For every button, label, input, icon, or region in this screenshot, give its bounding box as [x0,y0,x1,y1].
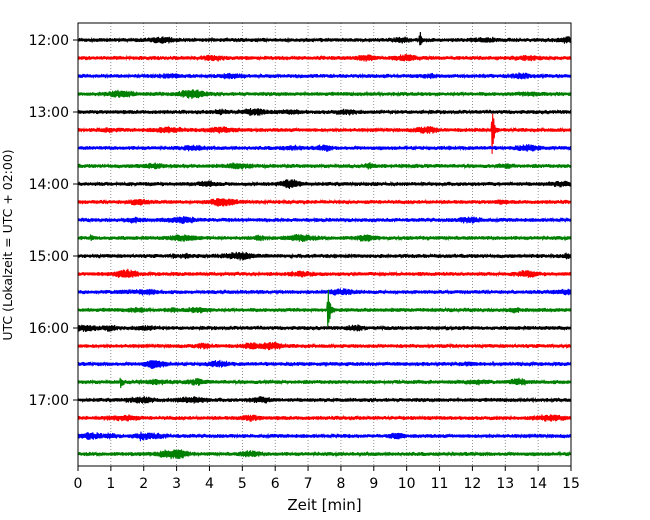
trace-1630 [77,359,572,369]
trace-1700 [77,396,572,404]
trace-1415 [77,198,572,207]
x-tick-label: 13 [496,476,514,492]
grid-lines [110,23,539,466]
trace-1545 [77,289,572,329]
trace-1600 [77,324,572,332]
x-tick-label: 5 [238,476,247,492]
y-tick-label: 14:00 [29,177,69,193]
y-tick-label: 16:00 [29,321,69,337]
x-tick-label: 1 [106,476,115,492]
x-axis-label: Zeit [min] [287,496,361,514]
x-tick-label: 4 [205,476,214,492]
x-tick-label: 6 [271,476,280,492]
x-tick-label: 10 [398,476,416,492]
x-tick-label: 12 [463,476,481,492]
trace-1230 [77,72,572,80]
trace-1745 [77,449,572,460]
x-tick-label: 2 [139,476,148,492]
trace-1345 [77,162,572,170]
trace-1400 [77,179,572,190]
trace-1200 [77,32,572,46]
y-tick-label: 15:00 [29,249,69,265]
trace-1330 [77,143,572,152]
trace-1300 [77,108,572,116]
x-tick-label: 9 [369,476,378,492]
trace-1530 [77,288,572,296]
y-tick-label: 13:00 [29,105,69,121]
x-tick-label: 8 [336,476,345,492]
x-axis-ticks: 0 1 2 3 4 5 6 7 8 9 10 11 12 13 14 15 [74,466,580,492]
trace-1645 [77,377,572,389]
trace-1730 [77,431,572,442]
trace-1315 [77,114,572,154]
trace-1430 [77,215,572,224]
trace-1215 [77,54,572,62]
y-axis-ticks: 12:00 13:00 14:00 15:00 16:00 17:00 [29,33,78,409]
x-tick-label: 15 [562,476,580,492]
x-tick-label: 7 [304,476,313,492]
trace-1245 [77,89,572,100]
x-tick-label: 14 [529,476,547,492]
trace-1615 [77,341,572,351]
trace-1715 [77,414,572,422]
trace-1515 [77,268,572,278]
y-tick-label: 17:00 [29,393,69,409]
seismic-traces [77,32,572,460]
x-tick-label: 0 [74,476,83,492]
plot-frame [77,22,572,467]
y-axis-label: UTC (Lokalzeit = UTC + 02:00) [0,149,15,340]
y-tick-label: 12:00 [29,33,69,49]
trace-1445 [77,233,572,242]
trace-1500 [77,251,572,261]
x-tick-label: 3 [172,476,181,492]
x-tick-label: 11 [431,476,449,492]
